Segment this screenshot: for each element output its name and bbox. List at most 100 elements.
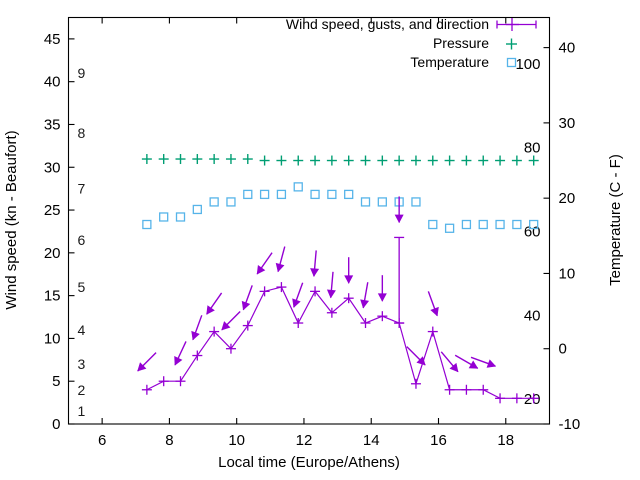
axis-tick-label: 40 xyxy=(559,40,576,57)
pressure-point xyxy=(478,155,489,166)
beaufort-label: 9 xyxy=(78,65,86,81)
temperature-point xyxy=(243,189,253,200)
pressure-point xyxy=(410,155,421,166)
temperature-point xyxy=(461,219,472,230)
wind-point xyxy=(225,343,236,354)
temperature-point xyxy=(444,223,455,233)
wind-point xyxy=(495,393,506,404)
axis-tick-label: 0 xyxy=(559,341,567,358)
temperature-point xyxy=(344,189,354,200)
temperature-point xyxy=(226,197,236,207)
temperature-point xyxy=(428,219,438,230)
wind-direction-arrow xyxy=(275,246,286,273)
fahrenheit-label: 20 xyxy=(524,391,541,408)
legend-swatch-wind xyxy=(496,18,537,31)
chart-legend: Wind speed, gusts, and direction Pressur… xyxy=(286,16,537,70)
temperature-point xyxy=(478,219,488,230)
wind-point xyxy=(360,318,371,329)
pressure-series xyxy=(141,154,539,166)
wind-direction-arrow xyxy=(292,282,304,308)
beaufort-label: 2 xyxy=(78,382,86,398)
axis-tick-label: 5 xyxy=(52,373,60,390)
temperature-point xyxy=(259,189,270,200)
temperature-point xyxy=(175,212,186,222)
pressure-point xyxy=(293,155,304,166)
wind-direction-arrow xyxy=(440,351,459,373)
temperature-point xyxy=(142,219,152,230)
wind-direction-arrow xyxy=(394,196,404,224)
legend-swatch-temperature xyxy=(506,57,517,68)
pressure-point xyxy=(326,155,337,166)
pressure-point xyxy=(209,154,220,165)
axis-tick-label: 25 xyxy=(44,202,61,219)
temperature-point xyxy=(293,182,303,192)
wind-point xyxy=(158,376,169,387)
pressure-point xyxy=(225,154,236,165)
fahrenheit-label: 40 xyxy=(524,308,541,325)
beaufort-label: 5 xyxy=(78,279,86,295)
wind-point xyxy=(192,350,203,361)
pressure-point xyxy=(276,155,287,166)
temperature-point xyxy=(276,189,287,200)
x-axis-ticks xyxy=(101,17,507,424)
y2-axis-title: Temperature (C - F) xyxy=(607,154,624,286)
fahrenheit-label: 60 xyxy=(524,223,541,240)
wind-point xyxy=(259,286,270,297)
wind-direction-arrow xyxy=(427,291,439,317)
pressure-point xyxy=(394,155,405,166)
axis-tick-label: 35 xyxy=(44,116,61,133)
wind-point xyxy=(276,282,287,293)
beaufort-label: 6 xyxy=(78,232,86,248)
axis-tick-label: 10 xyxy=(559,265,576,282)
wind-direction-arrow xyxy=(174,341,187,366)
wind-direction-arrow xyxy=(191,315,203,341)
axis-tick-label: 40 xyxy=(44,74,61,91)
axis-tick-label: 20 xyxy=(559,190,576,207)
pressure-point xyxy=(495,155,506,166)
wind-direction-arrow xyxy=(344,257,354,284)
wind-direction-arrow xyxy=(326,271,336,299)
temperature-point xyxy=(327,189,337,200)
wind-point xyxy=(394,318,405,329)
beaufort-label: 4 xyxy=(78,322,86,338)
wind-direction-arrow xyxy=(377,275,387,302)
right-axis-ticks xyxy=(543,47,550,425)
temperature-point xyxy=(411,197,421,207)
wind-point xyxy=(410,378,421,389)
axis-tick-label: 6 xyxy=(98,432,106,449)
pressure-point xyxy=(444,155,455,166)
pressure-point xyxy=(141,154,152,165)
axis-tick-label: 15 xyxy=(44,288,61,305)
temperature-point xyxy=(377,197,387,207)
x-axis-tick-labels: 6 8 10 12 14 16 18 xyxy=(98,432,514,449)
wind-point xyxy=(511,393,522,404)
wind-point xyxy=(343,293,354,304)
axis-tick-label: 20 xyxy=(44,245,61,262)
pressure-point xyxy=(158,154,169,165)
legend-swatch-pressure xyxy=(506,38,517,50)
axis-tick-label: 10 xyxy=(228,432,245,449)
temperature-point xyxy=(495,219,505,230)
wind-direction-arrow xyxy=(256,252,273,275)
temperature-point xyxy=(360,197,371,207)
pressure-point xyxy=(310,155,321,166)
temperature-point xyxy=(192,204,202,215)
beaufort-scale-labels: 1 2 3 4 5 6 7 8 9 xyxy=(78,65,86,419)
x-axis-title: Local time (Europe/Athens) xyxy=(218,454,400,471)
temperature-point xyxy=(159,212,169,222)
wind-point xyxy=(326,307,337,318)
pressure-point xyxy=(461,155,472,166)
wind-point xyxy=(310,286,321,297)
wind-point xyxy=(528,393,539,404)
temperature-point xyxy=(512,219,522,230)
axis-tick-label: 16 xyxy=(430,432,447,449)
pressure-point xyxy=(511,155,522,166)
wind-point xyxy=(141,384,152,395)
axis-tick-label: 45 xyxy=(44,31,61,48)
left-axis-tick-labels: 0 5 10 15 20 25 30 35 40 45 xyxy=(44,31,61,433)
temperature-point xyxy=(209,197,219,207)
pressure-point xyxy=(175,154,186,165)
axis-tick-label: 30 xyxy=(44,159,61,176)
axis-tick-label: -10 xyxy=(559,416,581,433)
wind-direction-arrow xyxy=(360,282,370,309)
